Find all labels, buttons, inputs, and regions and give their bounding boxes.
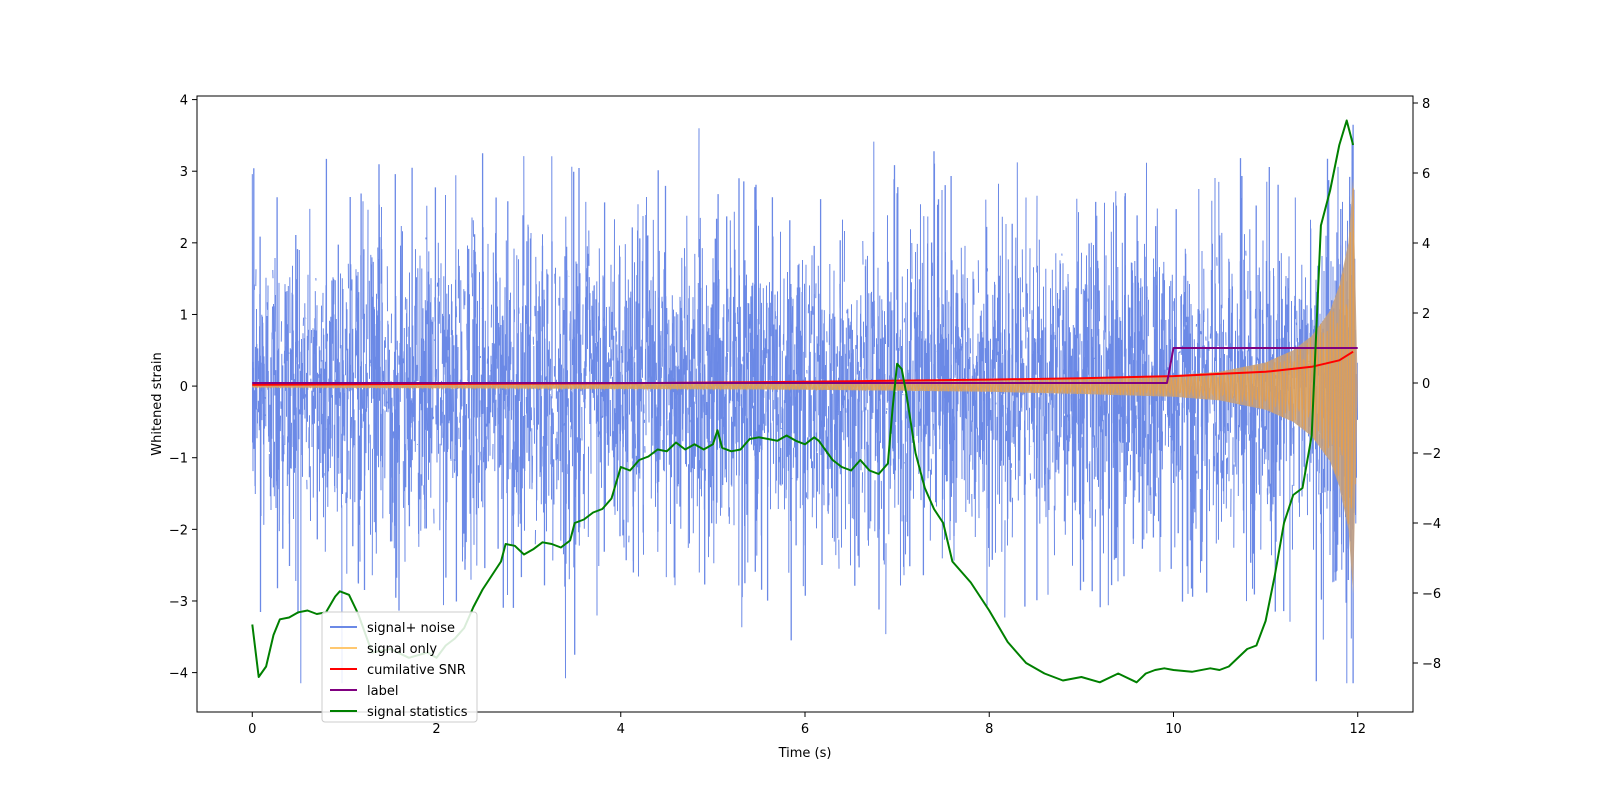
legend-box — [321, 611, 478, 723]
y-axis-ticks: −4 −3 −2 −1 0 1 2 3 4 — [169, 94, 197, 682]
legend-item: signal statistics — [330, 705, 468, 720]
y-tick-label: 4 — [180, 94, 188, 109]
y-axis-label: Whitened strain — [150, 352, 165, 455]
y-tick-label: 0 — [180, 380, 188, 395]
signal-plus-noise-spikes — [253, 124, 1354, 684]
x-tick-label: 2 — [432, 722, 440, 737]
legend-label: signal only — [367, 642, 437, 657]
series-label-line — [252, 347, 1358, 384]
x-tick-label: 0 — [248, 722, 256, 737]
legend-label: signal statistics — [367, 705, 468, 720]
legend-item: label — [330, 684, 398, 699]
x-tick-label: 6 — [801, 722, 809, 737]
y2-tick-label: −2 — [1422, 447, 1441, 462]
legend-item: cumilative SNR — [330, 663, 466, 678]
x-tick-label: 12 — [1349, 722, 1366, 737]
x-tick-label: 10 — [1165, 722, 1182, 737]
y2-tick-label: 4 — [1422, 237, 1430, 252]
legend-label: cumilative SNR — [367, 663, 466, 678]
legend: signal+ noise signal only cumilative SNR la… — [321, 611, 478, 723]
legend-label: signal+ noise — [367, 621, 455, 636]
x-tick-label: 4 — [617, 722, 625, 737]
signal-only-trace — [251, 188, 1356, 524]
y-tick-label: −1 — [169, 452, 188, 467]
y-tick-label: −3 — [169, 595, 188, 610]
y-tick-label: 3 — [180, 165, 188, 180]
y2-tick-label: 8 — [1422, 97, 1430, 112]
x-axis-ticks: 0 2 4 6 8 10 12 — [248, 712, 1366, 737]
y2-axis-ticks: −8 −6 −4 −2 0 2 4 6 8 — [1413, 97, 1441, 672]
y2-tick-label: 6 — [1422, 167, 1430, 182]
series-signal-only — [251, 178, 1358, 594]
y2-tick-label: −8 — [1422, 657, 1441, 672]
x-axis-label: Time (s) — [778, 746, 832, 761]
x-tick-label: 8 — [985, 722, 993, 737]
y-tick-label: −4 — [169, 667, 188, 682]
y-tick-label: 1 — [180, 308, 188, 323]
y2-tick-label: −4 — [1422, 517, 1441, 532]
y-tick-label: −2 — [169, 523, 188, 538]
legend-item: signal+ noise — [330, 621, 455, 636]
y2-tick-label: 2 — [1422, 307, 1430, 322]
legend-item: signal only — [330, 642, 437, 657]
legend-label: label — [367, 684, 398, 699]
y2-tick-label: 0 — [1422, 377, 1430, 392]
y2-tick-label: −6 — [1422, 587, 1441, 602]
y-tick-label: 2 — [180, 237, 188, 252]
